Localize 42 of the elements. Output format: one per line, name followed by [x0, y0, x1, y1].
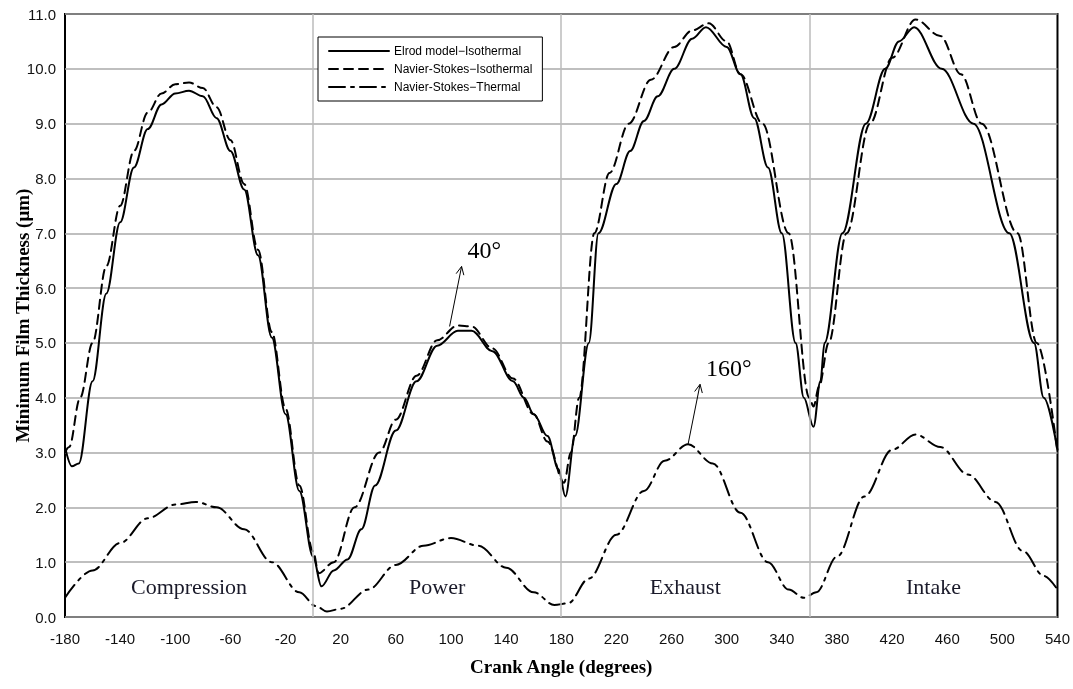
- legend-label: Elrod model−Isothermal: [394, 44, 522, 58]
- y-tick-label: 9.0: [35, 115, 56, 133]
- x-axis-title: Crank Angle (degrees): [470, 656, 653, 678]
- x-tick-label: 500: [989, 630, 1015, 647]
- x-tick-label: 340: [769, 630, 795, 647]
- x-tick-label: -180: [49, 630, 81, 647]
- x-tick-label: 260: [659, 630, 685, 647]
- y-tick-label: 2.0: [35, 498, 56, 516]
- x-tick-label: -100: [160, 630, 191, 647]
- y-tick-label: 6.0: [35, 279, 56, 297]
- y-tick-label: 10.0: [26, 60, 56, 78]
- y-tick-label: 8.0: [35, 169, 56, 187]
- annotation: Intake: [905, 573, 961, 599]
- y-tick-label: 4.0: [35, 389, 56, 407]
- x-tick-label: 420: [879, 630, 905, 647]
- x-tick-label: 220: [603, 630, 629, 647]
- x-tick-label: 540: [1044, 630, 1070, 647]
- x-tick-label: -140: [105, 630, 136, 647]
- y-tick-label: 5.0: [35, 334, 56, 352]
- x-tick-label: -60: [219, 630, 242, 647]
- annotation: Power: [409, 573, 466, 599]
- legend-label: Navier-Stokes−Thermal: [394, 80, 521, 94]
- x-tick-label: 140: [493, 630, 519, 647]
- y-axis-title: Minimum Film Thickness (μm): [11, 188, 34, 443]
- annotation: Exhaust: [649, 573, 721, 599]
- annotation: 40°: [467, 237, 502, 264]
- x-tick-label: 380: [824, 630, 850, 647]
- x-tick-label: 20: [332, 630, 350, 647]
- x-tick-label: 60: [387, 630, 405, 647]
- annotation: Compression: [131, 573, 248, 599]
- y-tick-label: 3.0: [35, 444, 56, 462]
- y-tick-label: 11.0: [27, 5, 56, 23]
- legend-label: Navier-Stokes−Isothermal: [394, 62, 533, 76]
- x-tick-label: 460: [934, 630, 960, 647]
- x-tick-label: 180: [548, 630, 574, 647]
- x-tick-label: -20: [274, 630, 297, 647]
- y-tick-label: 7.0: [35, 224, 56, 242]
- y-tick-label: 0.0: [35, 608, 56, 626]
- y-tick-label: 1.0: [35, 553, 56, 571]
- x-tick-label: 100: [438, 630, 464, 647]
- annotation: 160°: [706, 355, 752, 382]
- x-tick-label: 300: [714, 630, 740, 647]
